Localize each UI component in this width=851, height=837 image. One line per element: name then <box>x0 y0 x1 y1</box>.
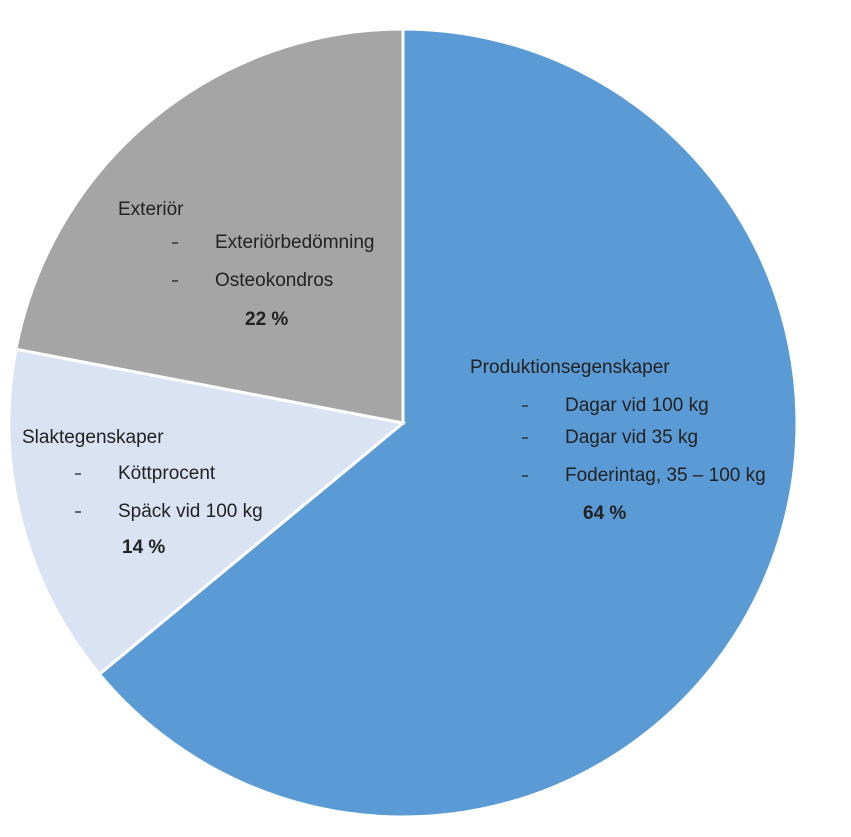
slice-detail: Osteokondros <box>215 270 333 291</box>
slice-detail: Foderintag, 35 – 100 kg <box>565 465 766 486</box>
slice-detail: Dagar vid 100 kg <box>565 395 709 416</box>
value-label: 14 % <box>122 537 165 558</box>
slice-detail: Exteriörbedömning <box>215 232 374 253</box>
value-label: 64 % <box>583 503 626 524</box>
pie-slice <box>14 27 405 425</box>
slice-label: Exteriör <box>118 199 184 220</box>
slice-detail: Dagar vid 35 kg <box>565 427 698 448</box>
slice-detail: Späck vid 100 kg <box>118 501 263 522</box>
slice-label: Slaktegenskaper <box>22 427 164 448</box>
pie-slice <box>7 347 407 677</box>
slice-label: Produktionsegenskaper <box>470 357 670 378</box>
value-label: 22 % <box>245 309 288 330</box>
pie-slice <box>97 27 799 819</box>
slice-detail: Köttprocent <box>118 463 216 484</box>
